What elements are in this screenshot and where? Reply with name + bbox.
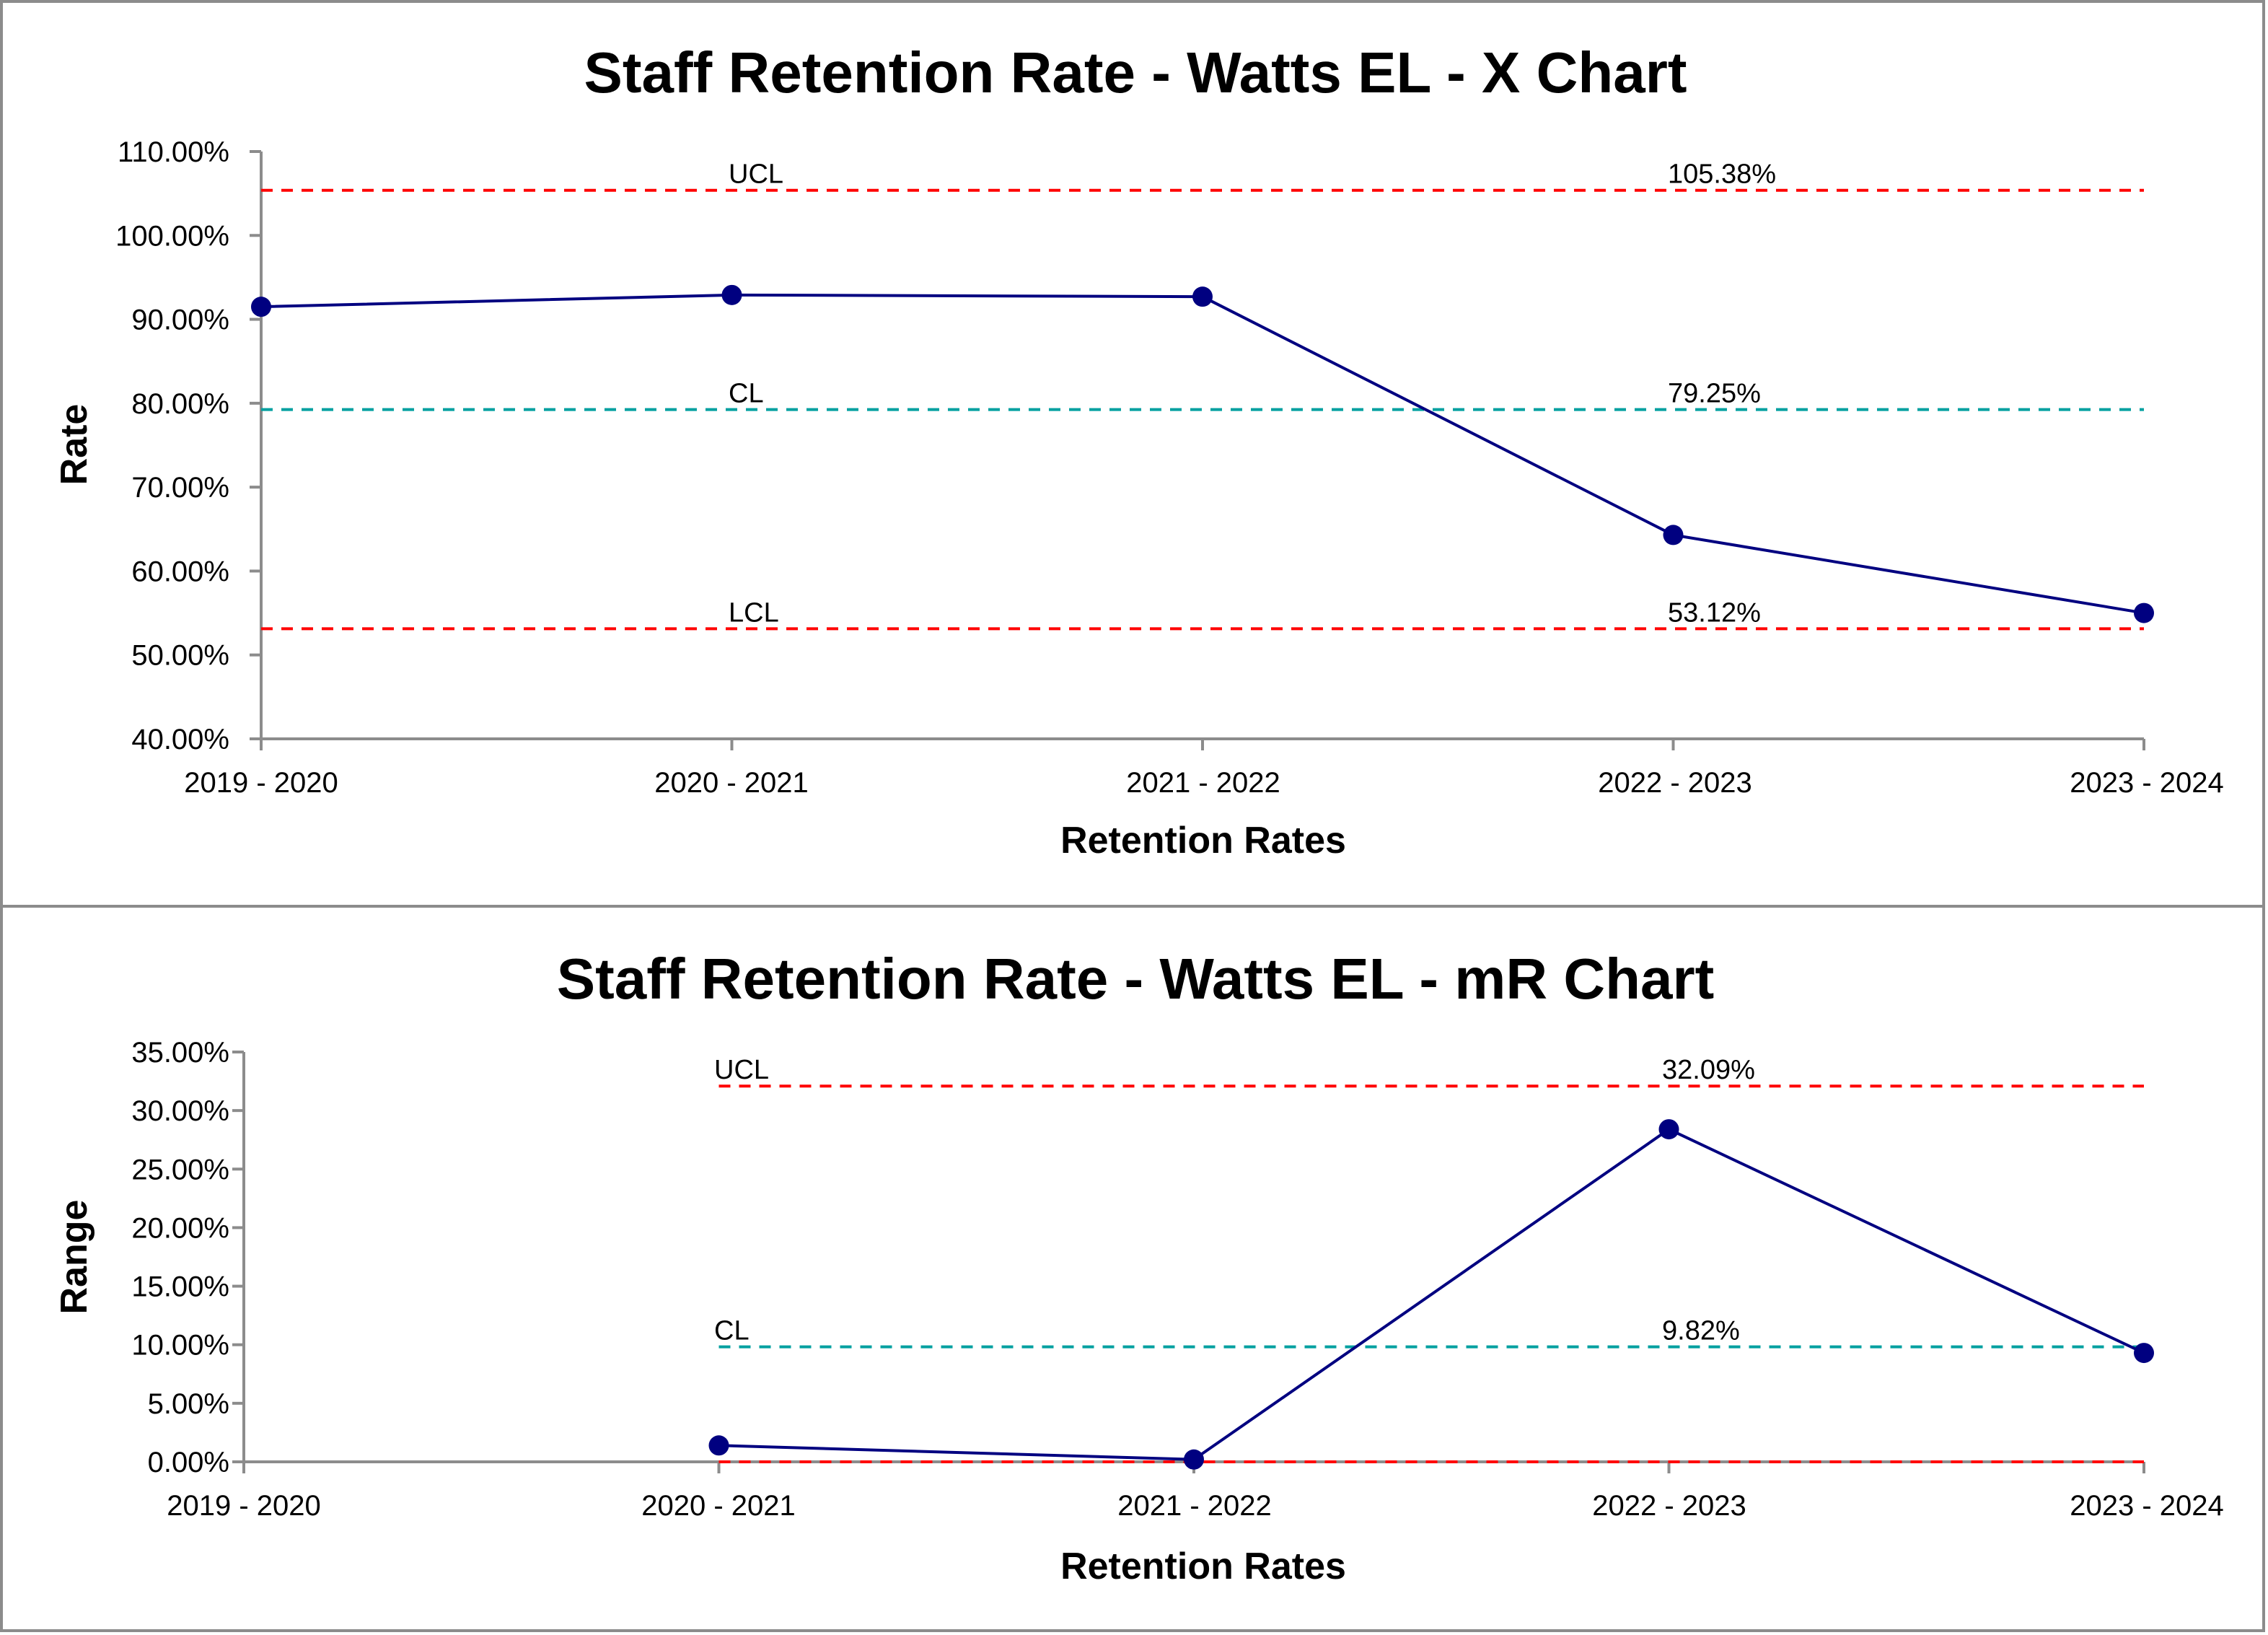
y-tick-label: 70.00% xyxy=(131,472,229,504)
chart-title: Staff Retention Rate - Watts EL - X Char… xyxy=(584,40,1687,105)
x-tick-label: 2020 - 2021 xyxy=(641,1490,796,1522)
control-line-value-label: 9.82% xyxy=(1662,1316,1740,1346)
y-tick-label: 90.00% xyxy=(131,304,229,336)
y-tick-label: 15.00% xyxy=(131,1271,229,1303)
y-tick-label: 40.00% xyxy=(131,724,229,755)
data-point xyxy=(1658,1119,1679,1140)
y-tick-label: 80.00% xyxy=(131,388,229,420)
y-axis-title: Range xyxy=(53,1200,95,1315)
y-tick-label: 30.00% xyxy=(131,1095,229,1127)
x-tick-label: 2023 - 2024 xyxy=(2070,1490,2224,1522)
data-point xyxy=(2134,602,2154,623)
y-axis-title: Rate xyxy=(53,404,95,486)
control-line-label: CL xyxy=(714,1316,750,1346)
chart-title: Staff Retention Rate - Watts EL - mR Cha… xyxy=(557,947,1715,1011)
control-line-label: UCL xyxy=(714,1055,769,1085)
data-point xyxy=(1184,1449,1204,1470)
series-line xyxy=(260,293,2145,615)
y-tick-label: 50.00% xyxy=(131,640,229,672)
control-line-value-label: 79.25% xyxy=(1668,379,1761,409)
data-point xyxy=(1192,286,1213,307)
data-point xyxy=(251,297,271,317)
x-chart-panel: Staff Retention Rate - Watts EL - X Char… xyxy=(0,0,2265,911)
data-point xyxy=(2134,1343,2154,1364)
x-tick-label: 2019 - 2020 xyxy=(184,767,338,799)
mr-chart-panel: Staff Retention Rate - Watts EL - mR Cha… xyxy=(0,905,2265,1632)
mr-chart: Staff Retention Rate - Watts EL - mR Cha… xyxy=(53,947,2224,1587)
x-axis-title: Retention Rates xyxy=(1060,1546,1346,1587)
data-point xyxy=(1663,525,1684,545)
data-point xyxy=(708,1435,729,1456)
control-line-value-label: 53.12% xyxy=(1668,597,1761,628)
x-tick-label: 2023 - 2024 xyxy=(2070,767,2224,799)
control-line-label: CL xyxy=(729,379,764,409)
x-tick-label: 2019 - 2020 xyxy=(167,1490,321,1522)
y-tick-label: 10.00% xyxy=(131,1330,229,1362)
y-tick-label: 5.00% xyxy=(148,1388,229,1420)
x-tick-label: 2020 - 2021 xyxy=(654,767,809,799)
x-tick-label: 2022 - 2023 xyxy=(1592,1490,1746,1522)
control-line-value-label: 105.38% xyxy=(1668,159,1776,190)
control-line-label: UCL xyxy=(729,159,783,190)
x-axis-title: Retention Rates xyxy=(1060,820,1346,862)
y-tick-label: 35.00% xyxy=(131,1037,229,1069)
control-line-label: LCL xyxy=(729,597,779,628)
series-line xyxy=(718,1127,2145,1461)
y-tick-label: 25.00% xyxy=(131,1154,229,1185)
control-line-value-label: 32.09% xyxy=(1662,1055,1755,1085)
y-tick-label: 60.00% xyxy=(131,556,229,587)
y-tick-label: 0.00% xyxy=(148,1447,229,1478)
x-tick-label: 2022 - 2023 xyxy=(1598,767,1752,799)
x-tick-label: 2021 - 2022 xyxy=(1117,1490,1272,1522)
x-tick-label: 2021 - 2022 xyxy=(1126,767,1280,799)
x-chart: Staff Retention Rate - Watts EL - X Char… xyxy=(53,40,2224,862)
y-tick-label: 20.00% xyxy=(131,1212,229,1244)
y-tick-label: 110.00% xyxy=(118,136,229,168)
data-point xyxy=(721,284,742,305)
y-tick-label: 100.00% xyxy=(115,220,229,252)
